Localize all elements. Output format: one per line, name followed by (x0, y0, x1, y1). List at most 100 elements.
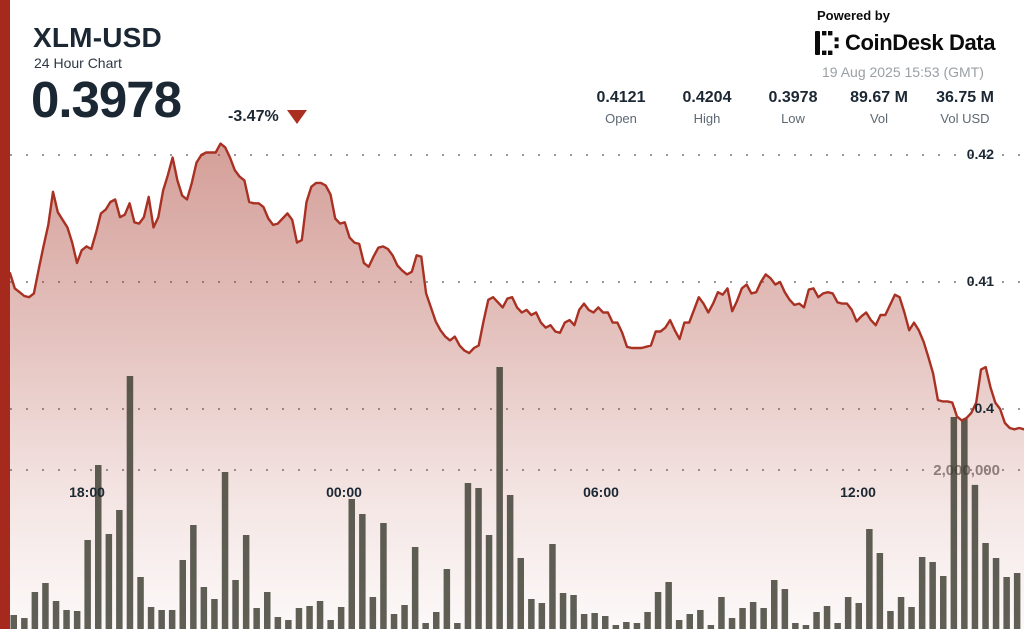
volume-bar (116, 510, 123, 629)
stat-vol-usd: 36.75 M Vol USD (922, 88, 1008, 126)
price-area-fill (10, 143, 1024, 629)
volume-bar (274, 617, 282, 629)
volume-bar (211, 599, 218, 629)
volume-bar (855, 603, 862, 629)
volume-bar (316, 601, 324, 629)
volume-bar (285, 620, 292, 629)
volume-bar (538, 603, 546, 629)
time-axis-tick-label: 18:00 (69, 484, 105, 500)
coindesk-logo-icon (815, 31, 839, 55)
volume-bar (253, 608, 260, 629)
volume-bar (380, 523, 387, 629)
volume-bar (454, 623, 461, 629)
volume-bar (306, 606, 313, 629)
left-accent-bar (0, 0, 10, 629)
volume-bar (549, 544, 556, 629)
stat-vol-usd-label: Vol USD (940, 111, 990, 127)
stat-vol-usd-value: 36.75 M (936, 89, 994, 106)
volume-bar (528, 599, 535, 629)
volume-bar (52, 601, 60, 629)
volume-bar (612, 625, 620, 629)
coindesk-brand-text: CoinDesk Data (845, 30, 996, 55)
volume-bar (792, 623, 799, 629)
volume-bar (1003, 577, 1010, 629)
volume-bar (369, 597, 377, 629)
volume-bar (327, 620, 334, 629)
volume-bar (506, 495, 514, 629)
volume-bar (10, 615, 17, 629)
volume-bar (866, 529, 873, 629)
stat-open-label: Open (605, 111, 637, 127)
volume-bar (517, 558, 524, 629)
volume-bar (940, 576, 947, 629)
volume-bar (728, 618, 736, 629)
volume-bar (485, 535, 493, 629)
volume-bar (686, 614, 693, 629)
volume-bar (760, 608, 767, 629)
volume-bar (992, 558, 1000, 629)
price-axis-tick-label: 0.4 (974, 400, 994, 416)
volume-bar (823, 606, 831, 629)
volume-bars (10, 367, 1021, 629)
volume-bar (168, 610, 176, 629)
volume-bar (570, 595, 577, 629)
volume-bar (950, 417, 958, 629)
volume-bar (749, 602, 757, 629)
volume-bar (95, 465, 102, 629)
stat-low-label: Low (781, 111, 805, 127)
volume-bar (718, 597, 725, 629)
stats-row: 0.4121 Open 0.4204 High 0.3978 Low 89.67… (578, 88, 1008, 126)
volume-bar (623, 622, 630, 629)
volume-bar (813, 612, 820, 629)
volume-bar (401, 605, 408, 629)
volume-bar (971, 484, 979, 629)
volume-bar (580, 614, 588, 629)
volume-bar (147, 607, 155, 629)
arrow-down-icon (286, 110, 307, 124)
volume-bar (929, 562, 936, 629)
volume-bar (390, 614, 398, 629)
volume-bar (84, 540, 91, 629)
time-axis-tick-label: 06:00 (583, 484, 619, 500)
volume-bar (31, 592, 39, 629)
volume-bar (411, 547, 419, 629)
stat-vol-value: 89.67 M (850, 89, 908, 106)
stat-high-label: High (693, 111, 721, 127)
volume-bar (559, 593, 567, 629)
volume-bar (876, 553, 884, 629)
volume-bar (433, 612, 440, 629)
volume-bar (707, 625, 715, 629)
volume-bar (137, 577, 144, 629)
volume-bar (665, 582, 672, 629)
stat-low-value: 0.3978 (768, 89, 818, 106)
volume-bar (961, 419, 968, 629)
stat-high: 0.4204 High (664, 88, 750, 126)
price-axis-tick-label: 0.41 (966, 273, 994, 289)
volume-bar (496, 367, 503, 629)
stat-open-value: 0.4121 (596, 89, 646, 106)
volume-bar (422, 623, 429, 629)
volume-bar (221, 472, 229, 629)
volume-bar (337, 607, 345, 629)
volume-bar (158, 610, 165, 629)
price-change: -3.47% (228, 108, 307, 126)
volume-bar (834, 623, 841, 629)
time-axis-tick-label: 00:00 (326, 484, 362, 500)
stat-vol-label: Vol (869, 111, 889, 127)
stat-low: 0.3978 Low (750, 88, 836, 126)
volume-bar (897, 597, 905, 629)
volume-bar (1013, 573, 1021, 629)
volume-bar (443, 569, 451, 629)
volume-bar (675, 620, 683, 629)
volume-bar (348, 499, 355, 629)
volume-bar (73, 611, 81, 629)
volume-bar (591, 613, 598, 629)
time-axis-tick-label: 12:00 (840, 484, 876, 500)
volume-bar (644, 612, 651, 629)
volume-bar (475, 488, 482, 629)
volume-bar (359, 514, 366, 629)
volume-bar (126, 376, 134, 629)
volume-bar (242, 535, 250, 629)
